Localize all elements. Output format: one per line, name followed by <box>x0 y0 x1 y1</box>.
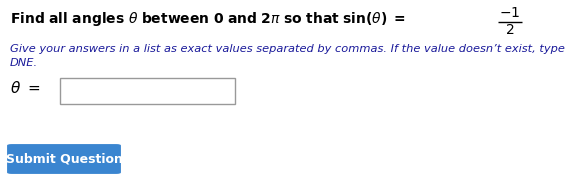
Text: Give your answers in a list as exact values separated by commas. If the value do: Give your answers in a list as exact val… <box>10 44 565 54</box>
Text: DNE.: DNE. <box>10 58 38 68</box>
Text: Submit Question: Submit Question <box>5 152 122 166</box>
Text: $\theta\ =$: $\theta\ =$ <box>10 80 40 96</box>
Text: $2$: $2$ <box>505 23 515 37</box>
Text: $\bf{Find\ all\ angles}\ \mathit{\theta}\ \bf{between\ 0\ and}\ \bf{2}\mathit{\p: $\bf{Find\ all\ angles}\ \mathit{\theta}… <box>10 10 406 28</box>
Text: $-1$: $-1$ <box>499 6 520 20</box>
